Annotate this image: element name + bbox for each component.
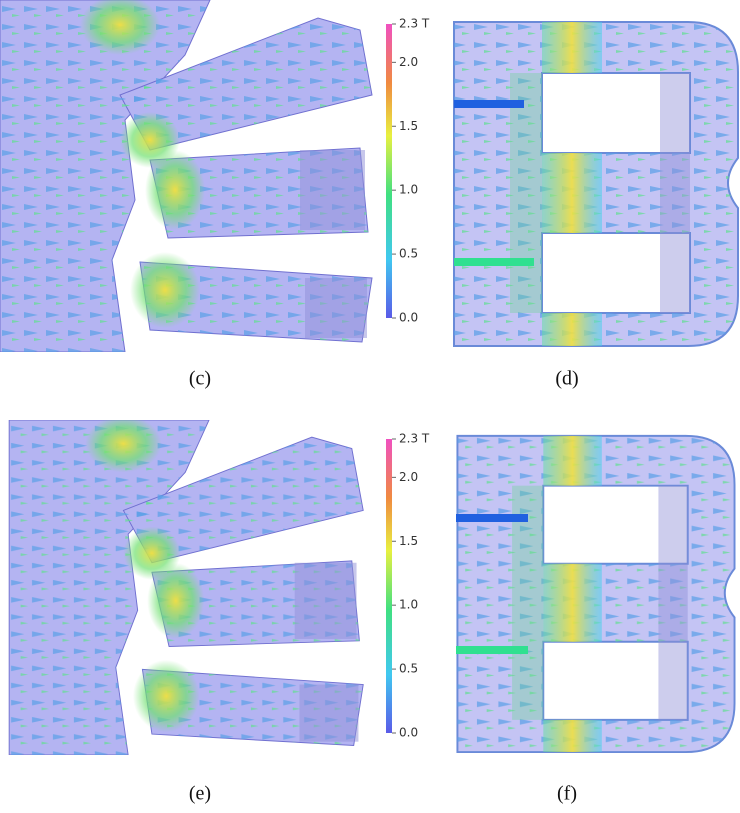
panel-d-image <box>454 22 738 346</box>
panel-label: (f) <box>557 783 577 805</box>
colorbar-tick-label: 0.0 <box>399 311 418 325</box>
colorbar-tick-label: 0.0 <box>399 726 418 740</box>
colorbar-tick-label: 1.5 <box>399 119 418 133</box>
colorbar-tick-label: 2.3 T <box>399 432 430 446</box>
colorbar-tick-label: 0.5 <box>399 247 418 261</box>
panel-f-image <box>456 436 735 752</box>
colorbar-tick-label: 2.0 <box>399 55 418 69</box>
panel-label: (c) <box>189 368 211 390</box>
colorbar-tick-label: 1.0 <box>399 183 418 197</box>
panel-label: (d) <box>555 368 578 390</box>
colorbar-tick-label: 1.0 <box>399 598 418 612</box>
colorbar-tick-label: 2.0 <box>399 470 418 484</box>
figure: (c) (d) (e) (f) 2.3 T 2.0 1.5 1.0 0.5 0.0 2.3 … <box>0 0 740 808</box>
colorbar-tick-label: 2.3 T <box>399 17 430 31</box>
colorbar <box>386 24 392 318</box>
panel-c-image <box>0 0 372 352</box>
colorbar-tick-label: 0.5 <box>399 662 418 676</box>
colorbar-tick-label: 1.5 <box>399 534 418 548</box>
panel-e-image <box>9 415 363 755</box>
colorbar <box>386 439 392 733</box>
panel-label: (e) <box>189 783 211 805</box>
